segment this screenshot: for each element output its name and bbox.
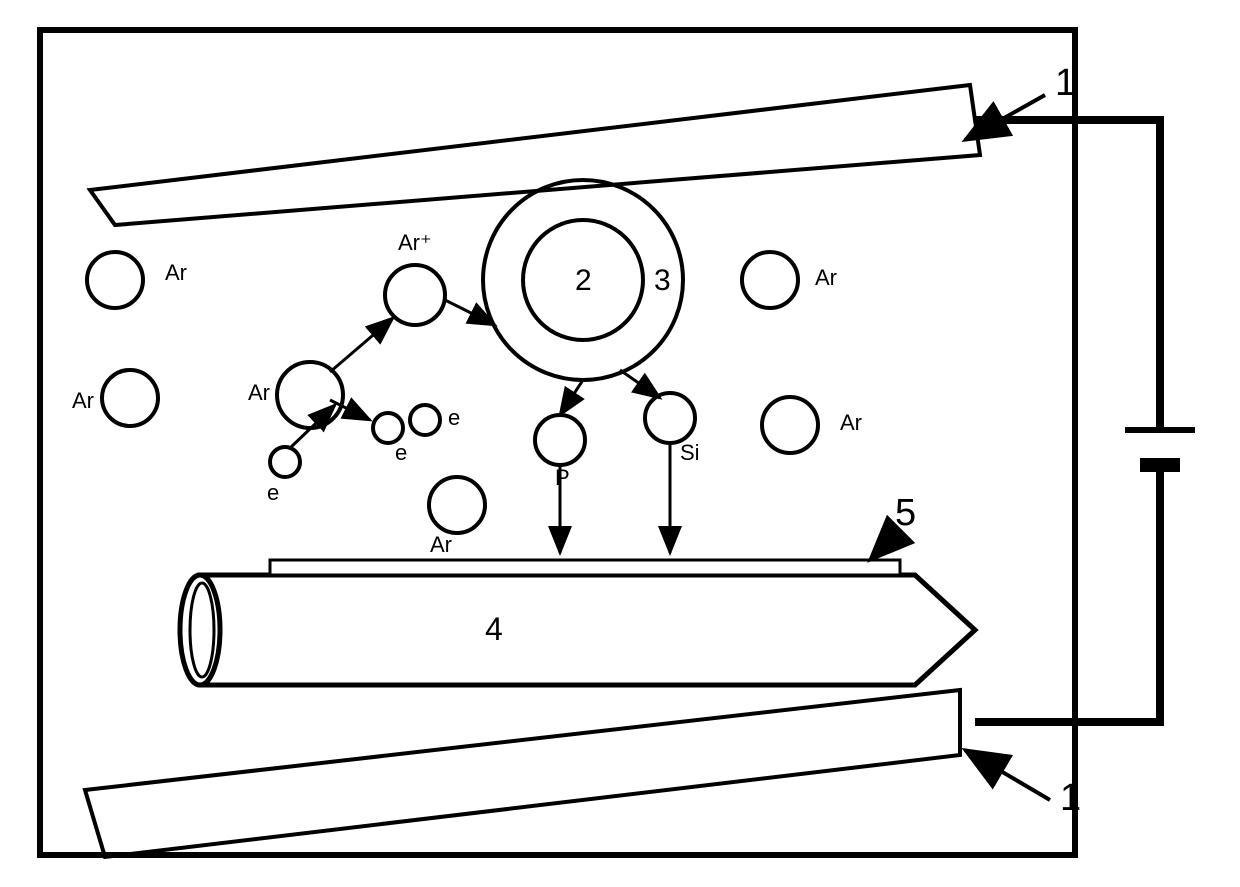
circuit-wire-1 <box>975 515 1160 722</box>
particle-label-Ar: Ar <box>248 380 270 405</box>
particle-label-P: P <box>555 465 570 490</box>
chamber-box <box>40 30 1075 855</box>
pointer-label-1: 1 <box>1060 777 1081 819</box>
pointer-label-1: 1 <box>1055 62 1076 104</box>
inline-label-2: 2 <box>575 264 592 297</box>
particle-Si <box>645 393 695 443</box>
process-arrow-4 <box>560 380 583 415</box>
circuit-wire-0 <box>975 120 1160 430</box>
process-arrow-1 <box>330 318 393 372</box>
particle-label-Ar: Ar <box>165 260 187 285</box>
particle-label-e: e <box>267 480 279 505</box>
particle-e <box>270 447 300 477</box>
particle-e <box>373 413 403 443</box>
thin-film <box>270 560 900 575</box>
particle-e <box>410 405 440 435</box>
inline-label-4: 4 <box>485 611 503 647</box>
particle-Ar <box>742 252 798 308</box>
diagram-container: Ar Ar Ar Ar⁺ e e e Ar P Si Ar Ar 1 1 5 2 3 4 <box>0 0 1240 887</box>
particle-label-Ar: Ar <box>840 410 862 435</box>
particle-Ar <box>762 397 818 453</box>
particle-Ar <box>277 362 343 428</box>
top-electrode <box>90 85 980 225</box>
diagram-svg: Ar Ar Ar Ar⁺ e e e Ar P Si Ar Ar 1 1 5 2 3 4 <box>0 0 1240 887</box>
process-arrow-5 <box>620 370 660 398</box>
substrate-end-inner <box>190 583 214 677</box>
particle-Ar <box>87 252 143 308</box>
pointer-arrow-5 <box>870 530 900 560</box>
particle-Ar <box>429 477 485 533</box>
particle-P <box>535 415 585 465</box>
bottom-electrode <box>85 690 960 857</box>
particle-Ar⁺ <box>385 265 445 325</box>
substrate-body <box>200 575 975 685</box>
particle-label-Ar: Ar <box>430 532 452 557</box>
pointer-label-5: 5 <box>895 492 916 534</box>
pointer-arrow-1 <box>965 750 1050 800</box>
particle-label-e: e <box>448 405 460 430</box>
particle-label-Ar⁺: Ar⁺ <box>398 230 432 255</box>
particle-label-Si: Si <box>680 440 700 465</box>
particle-label-Ar: Ar <box>815 265 837 290</box>
particle-label-Ar: Ar <box>72 388 94 413</box>
particle-label-e: e <box>395 440 407 465</box>
particle-Ar <box>102 370 158 426</box>
inline-label-3: 3 <box>654 264 671 297</box>
